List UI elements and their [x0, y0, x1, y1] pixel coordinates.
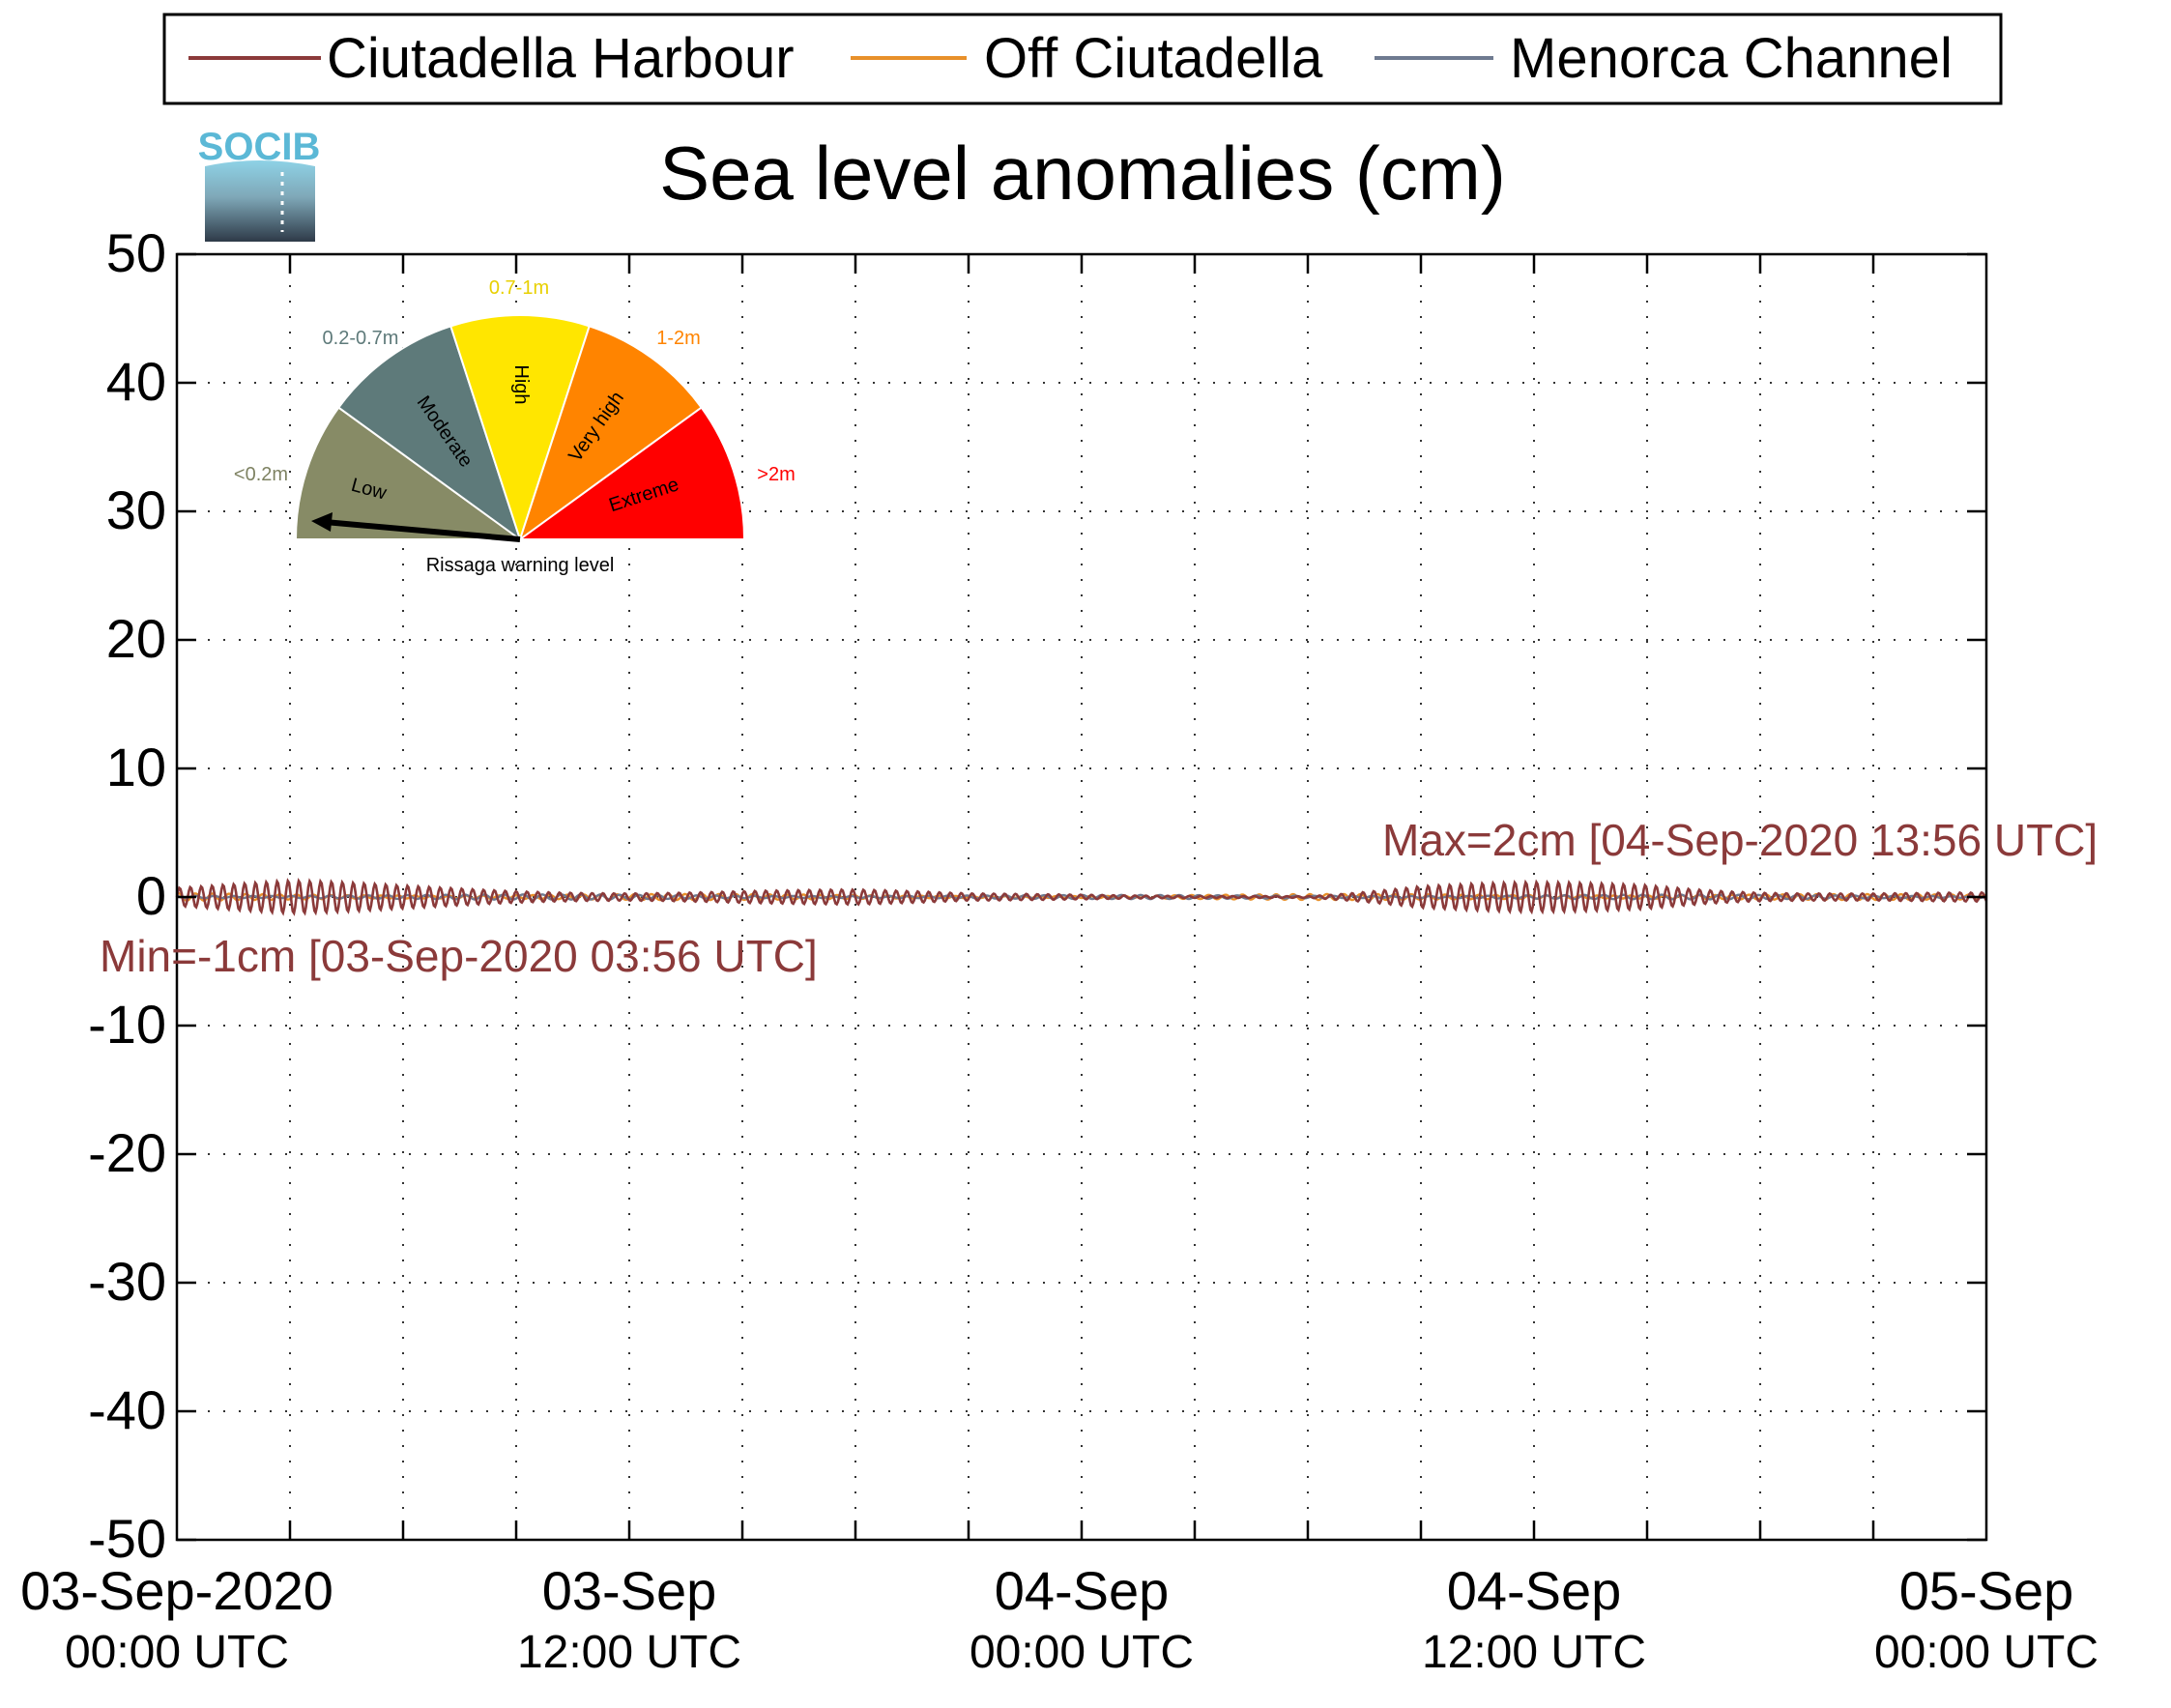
series-line-0 [175, 877, 1988, 916]
gauge-segment-0 [294, 406, 524, 540]
legend-label-0: Ciutadella Harbour [327, 27, 795, 90]
x-tick-sublabel: 12:00 UTC [517, 1627, 741, 1678]
gauge-segment-3 [518, 325, 704, 542]
x-tick-sublabel: 00:00 UTC [65, 1627, 289, 1678]
y-tick-label: -20 [88, 1122, 166, 1183]
max-annotation: Max=2cm [04-Sep-2020 13:56 UTC] [1382, 815, 2098, 865]
x-tick-label: 03-Sep-2020 [20, 1560, 333, 1621]
y-tick-label: -40 [88, 1379, 166, 1440]
gauge-range-label: 0.7-1m [489, 277, 549, 299]
y-tick-labels: -50 -40 -30 -20 -10 0 10 20 30 40 50 [88, 222, 166, 1569]
plot-area: -50 -40 -30 -20 -10 0 10 20 30 40 50 03-Sep-2020 00… [20, 222, 2099, 1678]
x-tick-label: 04-Sep [1447, 1560, 1622, 1621]
x-tick-labels: 03-Sep-2020 00:00 UTC 03-Sep 12:00 UTC 04-Se… [20, 1560, 2099, 1678]
series [175, 877, 1988, 916]
gauge-range-label: <0.2m [234, 464, 288, 485]
gauge-needle [324, 519, 521, 542]
y-tick-label: 40 [106, 351, 166, 412]
ticks [177, 252, 1986, 1542]
gauge-range-label: >2m [757, 464, 795, 485]
x-tick-label: 04-Sep [995, 1560, 1170, 1621]
gauge-range-label: 1-2m [656, 328, 701, 349]
gauge-segment-1 [336, 325, 522, 542]
x-tick-sublabel: 00:00 UTC [1874, 1627, 2099, 1678]
x-tick-sublabel: 00:00 UTC [970, 1627, 1194, 1678]
y-tick-label: 20 [106, 608, 166, 669]
y-tick-label: 10 [106, 737, 166, 797]
y-tick-label: 30 [106, 479, 166, 540]
x-tick-label: 05-Sep [1899, 1560, 2074, 1621]
gauge-segment-2 [449, 314, 591, 543]
legend-box [162, 13, 2003, 105]
min-annotation: Min=-1cm [03-Sep-2020 03:56 UTC] [100, 931, 818, 981]
gauge-segment-4 [516, 406, 746, 540]
y-tick-label: -10 [88, 994, 166, 1055]
y-tick-label: -30 [88, 1251, 166, 1312]
socib-logo: SOCIB [198, 126, 320, 242]
gauge-caption: Rissaga warning level [426, 555, 615, 576]
y-tick-label: 50 [106, 222, 166, 283]
x-tick-label: 03-Sep [542, 1560, 717, 1621]
legend-items: Ciutadella Harbour Off Ciutadella Menorca … [188, 27, 1953, 90]
gauge-needle-head [311, 512, 333, 532]
chart-title: Sea level anomalies (cm) [659, 130, 1506, 216]
x-tick-sublabel: 12:00 UTC [1422, 1627, 1646, 1678]
legend-label-2: Menorca Channel [1510, 27, 1953, 90]
gauge-segment-label: High [510, 364, 532, 404]
legend-label-1: Off Ciutadella [984, 27, 1323, 90]
gauge-range-label: 0.2-0.7m [323, 328, 399, 349]
legend: Ciutadella Harbour Off Ciutadella Menorca … [162, 13, 2003, 105]
y-tick-label: 0 [136, 865, 166, 926]
logo-wave [205, 160, 315, 242]
y-tick-label: -50 [88, 1508, 166, 1569]
